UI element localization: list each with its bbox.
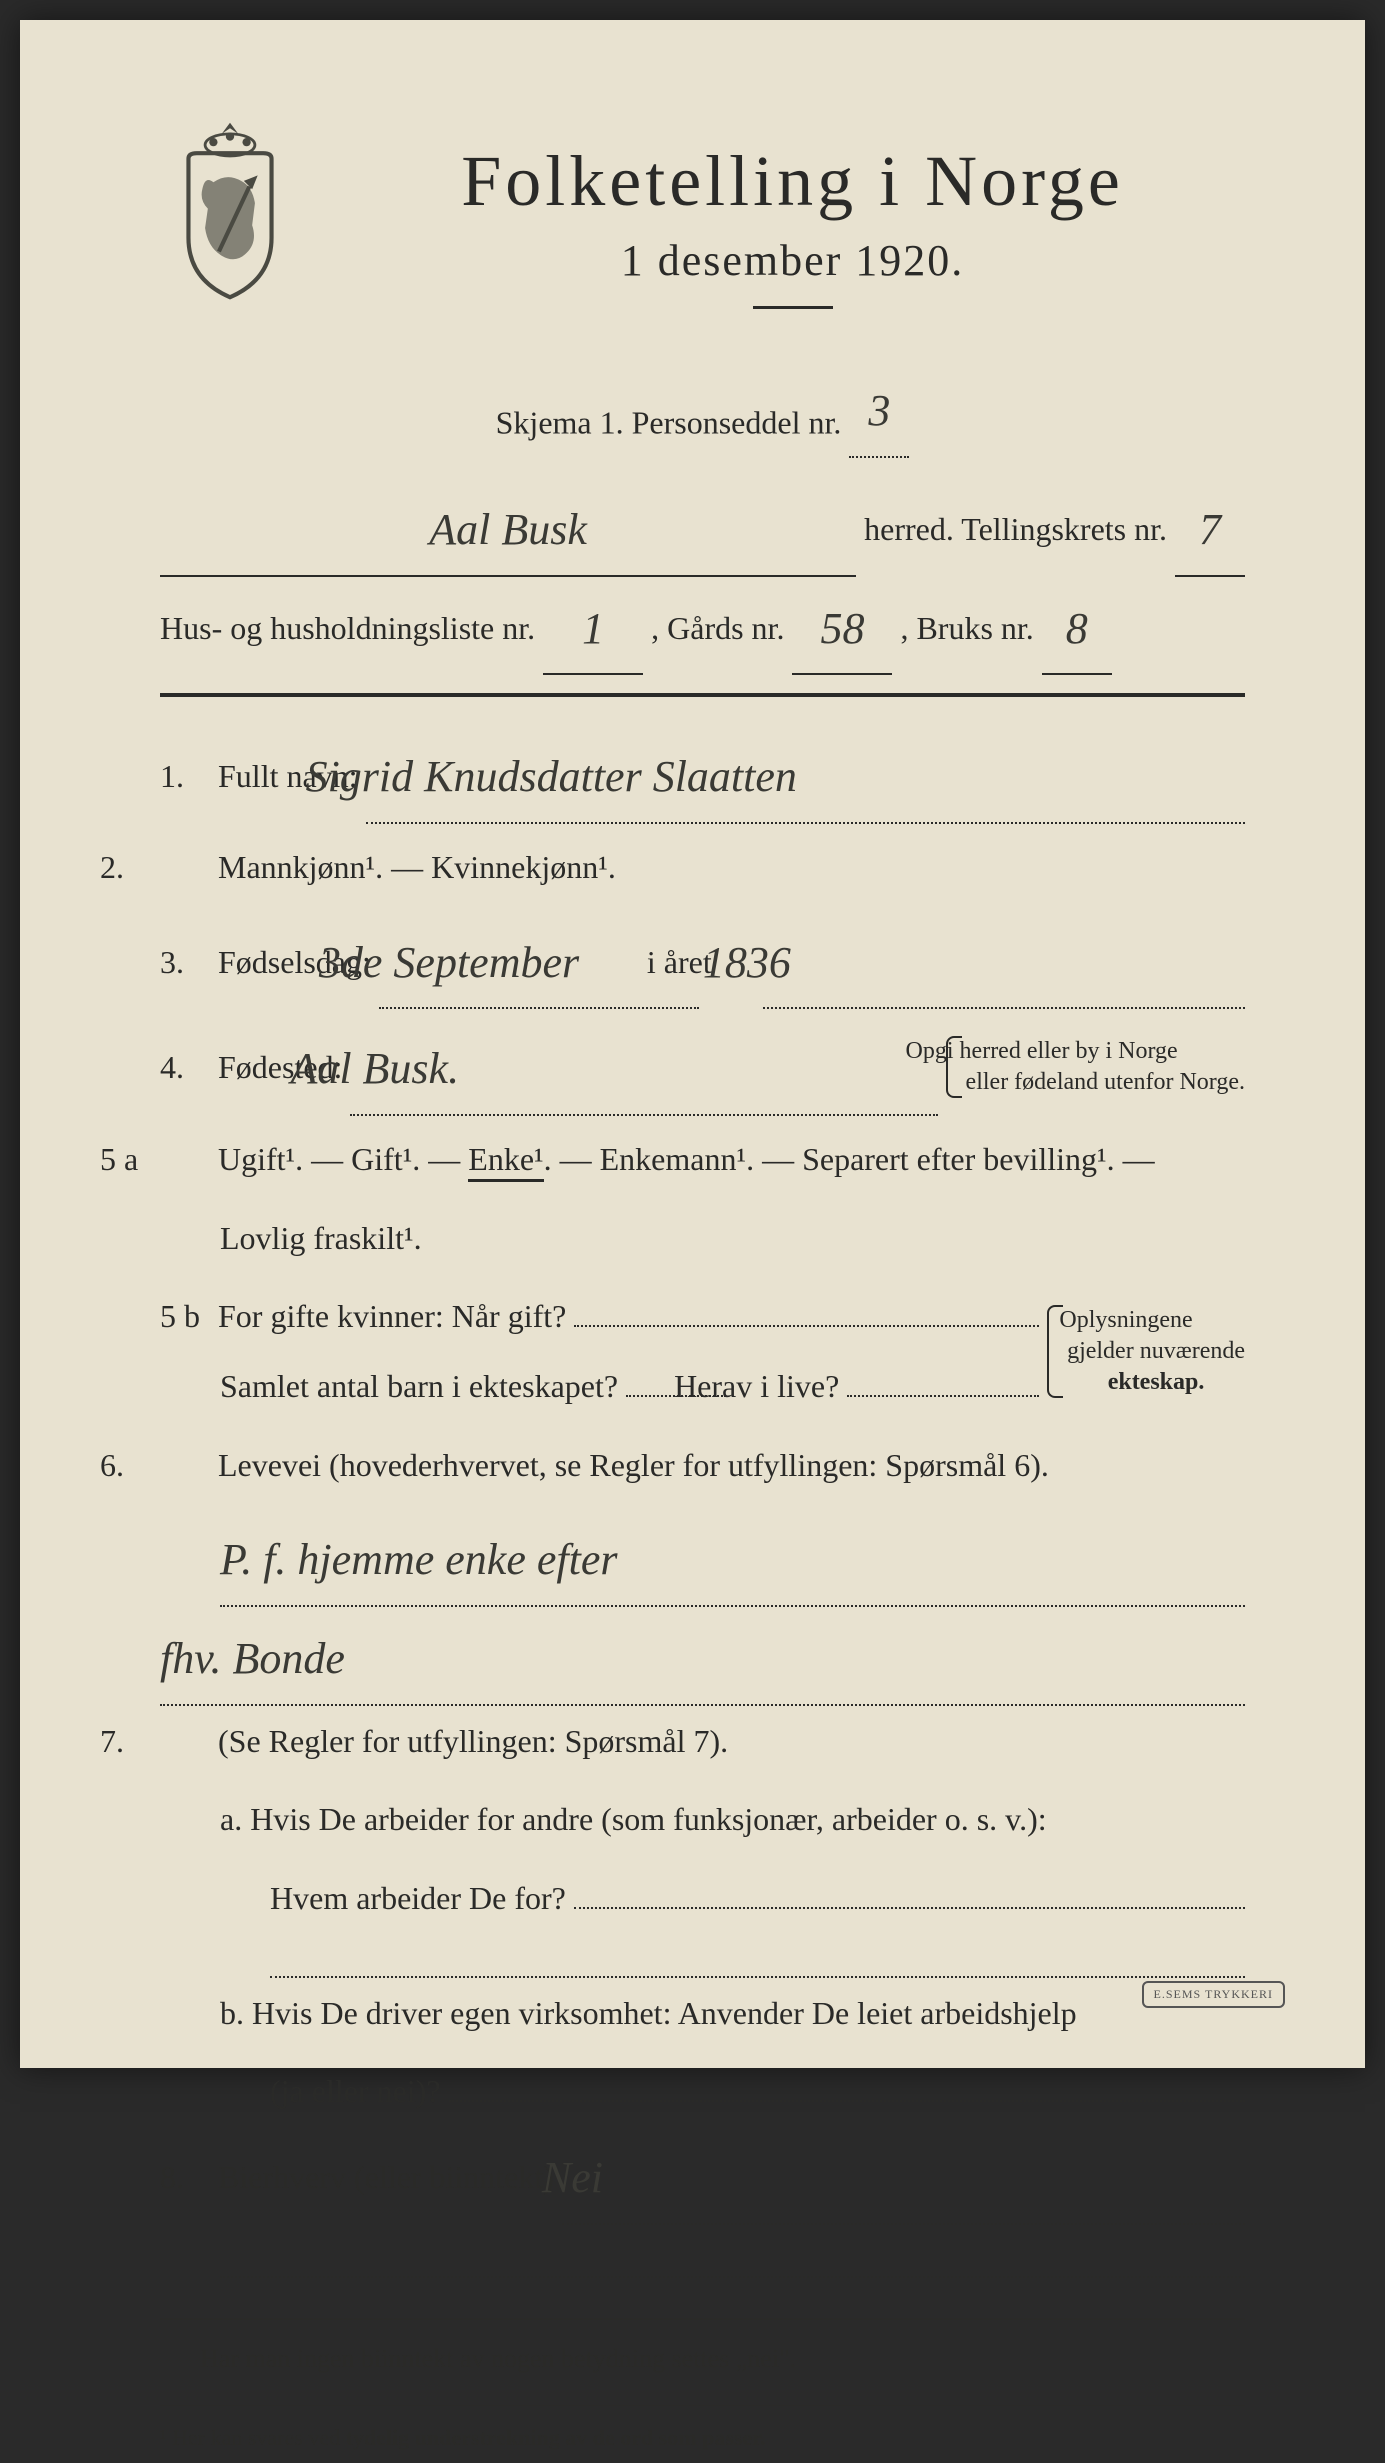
main-title: Folketelling i Norge [340,140,1245,223]
hus-nr: 1 [582,604,604,653]
q5a-num: 5 a [160,1124,210,1194]
coat-of-arms-icon [160,120,300,300]
q6-label: Levevei (hovederhvervet, se Regler for u… [218,1447,1049,1483]
hus-label: Hus- og husholdningsliste nr. [160,593,535,663]
gards-label: , Gårds nr. [651,593,784,663]
tellingskrets-nr: 7 [1199,505,1221,554]
q6-num: 6. [160,1430,210,1500]
q4-note-l2: eller fødeland utenfor Norge. [966,1069,1245,1095]
q5b: 5 b For gifte kvinner: Når gift? Samlet … [160,1281,1245,1422]
q4: 4. Fødested: Aal Busk. Opgi herred eller… [160,1017,1245,1116]
bruks-nr: 8 [1066,604,1088,653]
q6-answer-1: P. f. hjemme enke efter [160,1508,1245,1607]
title-divider [753,306,833,309]
foot1-text: Har man ingen biinntekt av nogen betydni… [160,2344,796,2373]
q5b-l2b: Herav i live? [734,1351,839,1421]
herred-value: Aal Busk [429,505,587,554]
q2-text: Mannkjønn¹. — Kvinnekjønn¹. [218,849,616,885]
q7a-l2: Hvem arbeider De for? [160,1863,1245,1933]
footnote-2: ¹ Her kan svares ved tydelig understrekn… [160,2405,1245,2462]
q5b-l2a: Samlet antal barn i ekteskapet? [280,1351,618,1421]
q6-answer-2: fhv. Bonde [160,1607,1245,1706]
occupation-l2: fhv. Bonde [160,1634,345,1683]
q5a: 5 a Ugift¹. — Gift¹. — Enke¹. — Enkemann… [160,1124,1245,1194]
foot2-bold: tydelig understrekning av de ord som pas… [346,2425,766,2450]
thick-rule [160,693,1245,697]
birth-year: 1836 [703,938,791,987]
q5a-before: Ugift¹. — Gift¹. — [218,1141,468,1177]
q5b-l1: For gifte kvinner: Når gift? [278,1281,566,1351]
q5b-note: Oplysningene gjelder nuværende ekteskap. [1047,1305,1245,1399]
herred-label: herred. Tellingskrets nr. [864,494,1167,564]
bierhverv-value: Nei [502,2153,603,2202]
q8: 8. Bierhverv (eller biinntekt) Nei [160,2126,1245,2225]
birthplace: Aal Busk. [290,1044,459,1093]
census-form-page: Folketelling i Norge 1 desember 1920. Sk… [20,20,1365,2068]
q2-num: 2. [160,832,210,902]
gards-nr: 58 [820,604,864,653]
subtitle: 1 desember 1920. [340,235,1245,286]
birth-day: 3de September [319,938,579,987]
printer-stamp: E.SEMS TRYKKERI [1142,1981,1285,2008]
q7b-l1: b. Hvis De driver egen virksomhet: Anven… [160,1978,1245,2048]
q7-label: (Se Regler for utfyllingen: Spørsmål 7). [218,1723,728,1759]
q6: 6. Levevei (hovederhvervet, se Regler fo… [160,1430,1245,1500]
q2: 2. Mannkjønn¹. — Kvinnekjønn¹. [160,832,1245,902]
title-block: Folketelling i Norge 1 desember 1920. [340,120,1245,349]
q7b-l2: (ja eller nei)? [160,2056,1245,2126]
herred-line: Aal Busk herred. Tellingskrets nr. 7 [160,478,1245,577]
q5a-l2: Lovlig fraskilt¹. [160,1203,1245,1273]
q7b-label: (ja eller nei)? [270,2056,441,2126]
q7a-label: Hvem arbeider De for? [270,1863,566,1933]
q3: 3. Fødselsdag: 3de September i året 1836 [160,911,1245,1010]
q7a-l1: a. Hvis De arbeider for andre (som funks… [160,1784,1245,1854]
occupation-l1: P. f. hjemme enke efter [220,1535,617,1584]
skjema-label: Skjema 1. Personseddel nr. [496,404,842,440]
q1: 1. Fullt navn: Sigrid Knudsdatter Slaatt… [160,725,1245,824]
bruks-label: , Bruks nr. [900,593,1033,663]
q5a-after: . — Enkemann¹. — Separert efter bevillin… [544,1141,1155,1177]
footnote-1: Har man ingen biinntekt av nogen betydni… [160,2318,1245,2387]
personseddel-nr: 3 [868,386,890,435]
header: Folketelling i Norge 1 desember 1920. [160,120,1245,349]
q5b-note-l3: ekteskap. [1108,1369,1205,1395]
skjema-line: Skjema 1. Personseddel nr. 3 [160,359,1245,458]
form-body: Skjema 1. Personseddel nr. 3 Aal Busk he… [160,359,1245,2463]
q5b-note-l1: Oplysningene [1059,1307,1192,1333]
marital-status-selected: Enke¹ [468,1141,543,1182]
q4-note: Opgi herred eller by i Norge eller fødel… [946,1036,1245,1098]
q5b-note-l2: gjelder nuværende [1067,1338,1245,1364]
foot2-pre: ¹ Her kan svares ved [160,2425,346,2450]
q7-num: 7. [160,1706,210,1776]
full-name: Sigrid Knudsdatter Slaatten [306,752,797,801]
q7: 7. (Se Regler for utfyllingen: Spørsmål … [160,1706,1245,1776]
hus-line: Hus- og husholdningsliste nr. 1 , Gårds … [160,577,1245,676]
q4-note-l1: Opgi herred eller by i Norge [906,1038,1178,1064]
